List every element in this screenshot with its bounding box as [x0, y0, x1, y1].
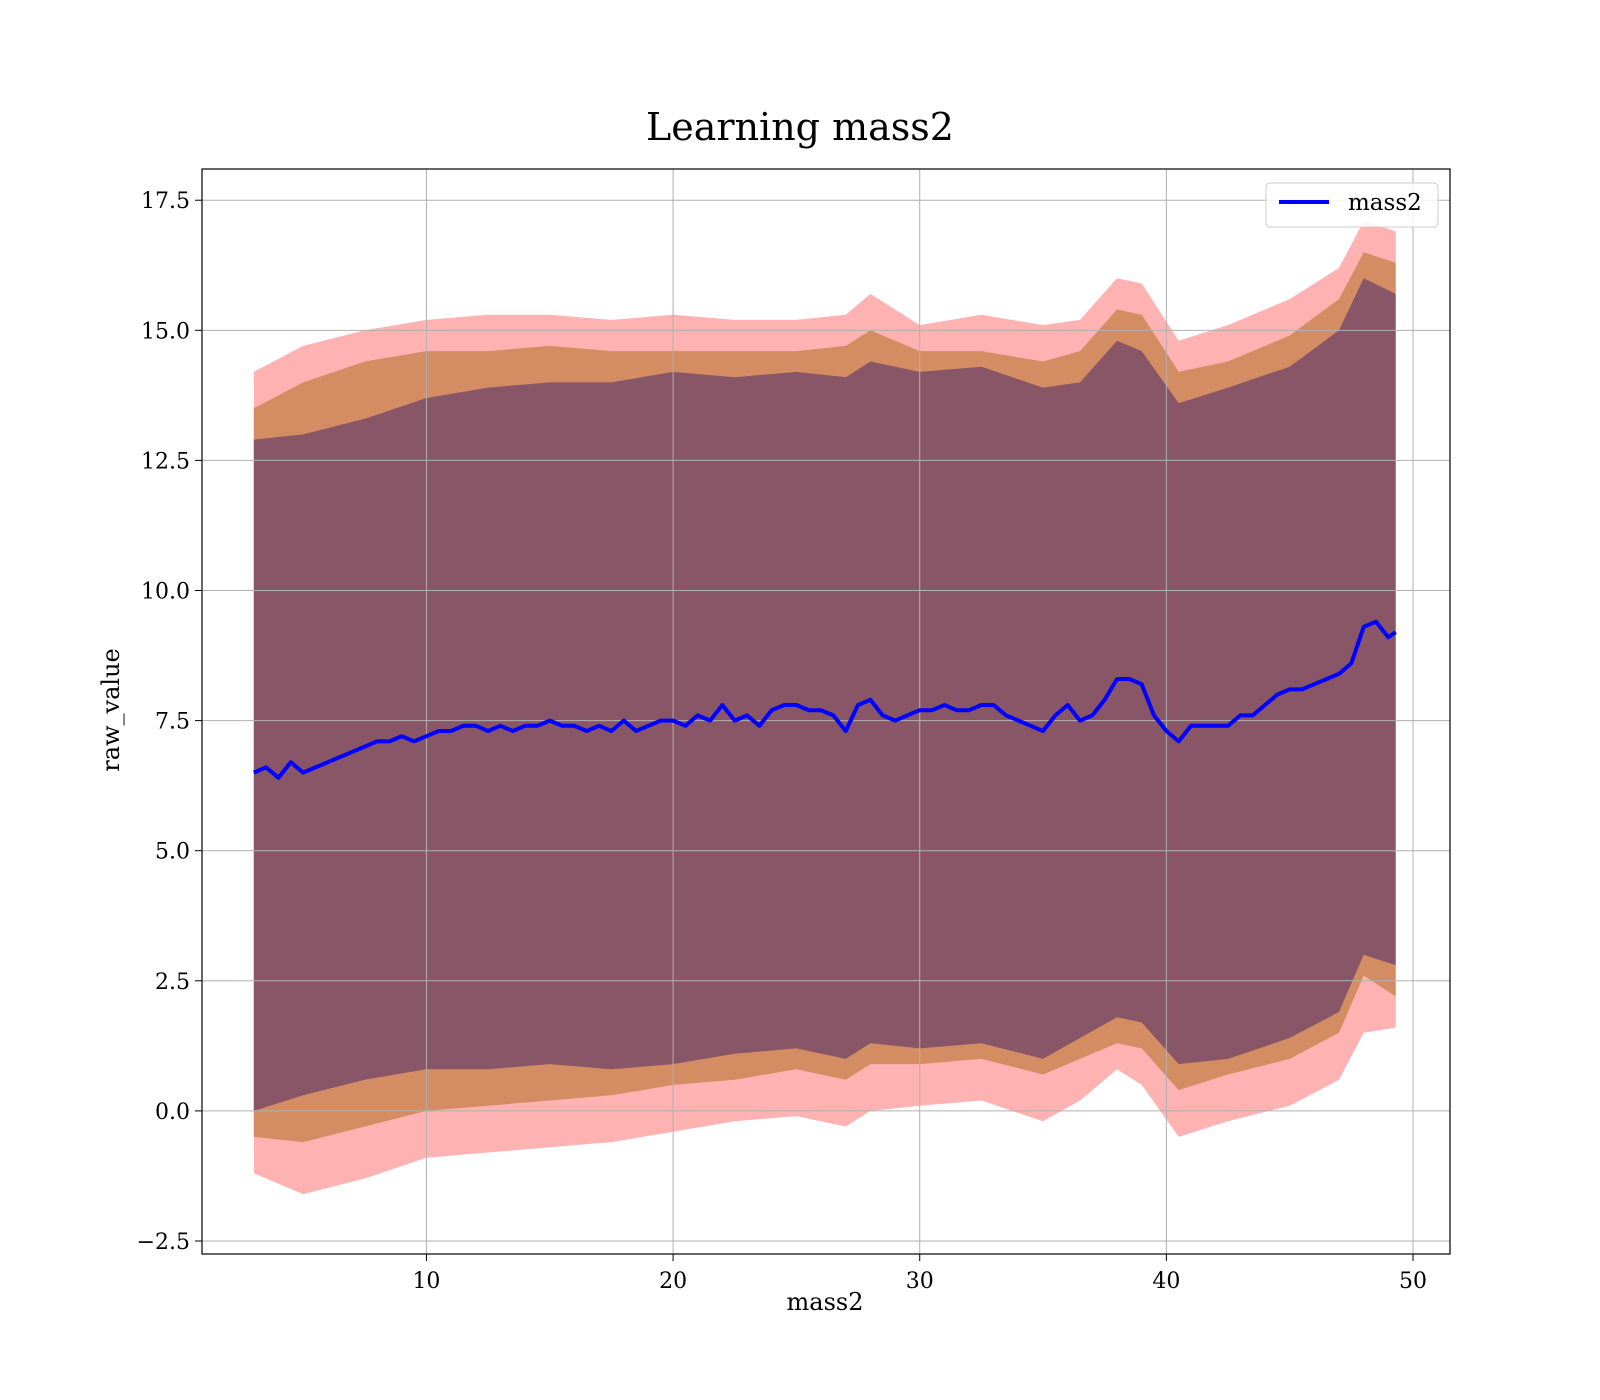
y-tick-label: 5.0: [155, 840, 190, 865]
y-tick-label: 2.5: [155, 970, 190, 995]
x-tick-label: 50: [1399, 1269, 1427, 1294]
y-tick-label: 0.0: [155, 1100, 190, 1125]
y-tick-label: 12.5: [141, 449, 190, 474]
axis-ticks: 10 20 30 40 50 −2.5 0.0 2.5 5.0 7.5 10.0 12.5 15.0 17…: [137, 189, 1427, 1294]
x-axis-title: mass2: [787, 1288, 864, 1316]
chart-title: Learning mass2: [646, 105, 954, 149]
x-tick-label: 40: [1152, 1269, 1180, 1294]
series-lines: [253, 619, 1397, 780]
y-tick-label: −2.5: [137, 1230, 190, 1255]
x-tick-label: 20: [659, 1269, 687, 1294]
confidence-bands: [253, 221, 1396, 1195]
plot-frame: [201, 168, 1451, 1255]
y-axis-title: raw_value: [97, 648, 125, 772]
grid-lines: [202, 169, 1450, 1254]
y-tick-label: 7.5: [155, 710, 190, 735]
legend-box: [1265, 182, 1439, 228]
y-tick-label: 10.0: [141, 580, 190, 605]
y-tick-label: 17.5: [141, 189, 190, 214]
band-inner: [253, 278, 1396, 1111]
x-tick-label: 30: [906, 1269, 934, 1294]
legend-label-mass2: mass2: [1348, 190, 1422, 216]
y-tick-label: 15.0: [141, 319, 190, 344]
x-tick-label: 10: [412, 1269, 440, 1294]
legend: mass2: [1265, 182, 1439, 228]
series-line-mass2: [253, 619, 1397, 780]
